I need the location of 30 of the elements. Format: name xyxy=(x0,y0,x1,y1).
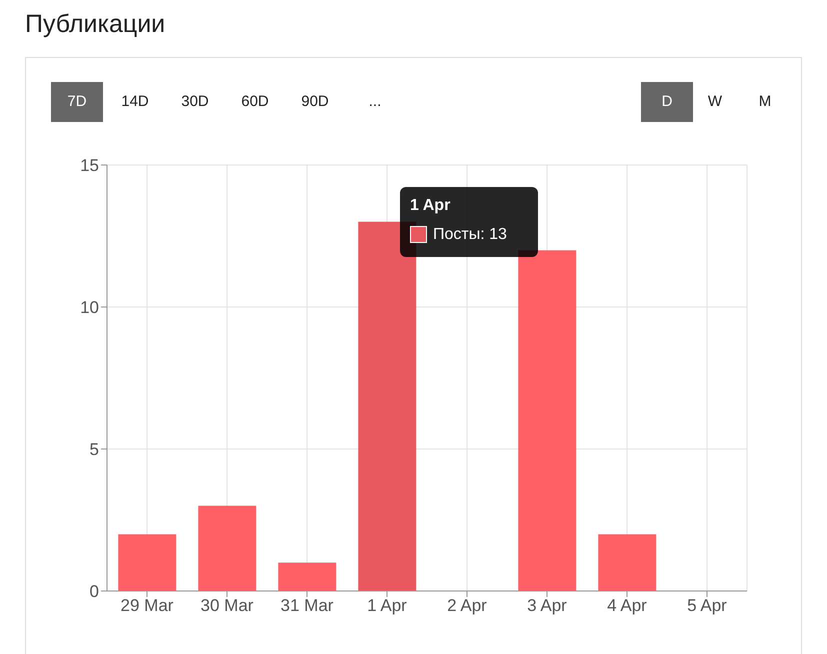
bar xyxy=(358,222,416,591)
toggle-button[interactable]: W xyxy=(691,82,739,122)
y-tick-label: 0 xyxy=(90,582,99,602)
x-tick-label: 2 Apr xyxy=(447,596,488,616)
toggle-button[interactable]: D xyxy=(641,82,693,122)
bar xyxy=(598,534,656,591)
x-tick-label: 5 Apr xyxy=(687,596,728,616)
bar xyxy=(278,562,336,591)
annotation: 1 Apr xyxy=(410,196,450,215)
annotation: Посты: 13 xyxy=(433,226,507,244)
y-tick-label: 15 xyxy=(80,156,99,176)
y-tick-label: 10 xyxy=(80,298,99,318)
toggle-button[interactable]: ... xyxy=(351,82,399,122)
y-tick-label: 5 xyxy=(90,440,99,460)
x-tick-label: 3 Apr xyxy=(527,596,568,616)
toggle-button[interactable]: 30D xyxy=(171,82,219,122)
toggle-button[interactable]: 90D xyxy=(291,82,339,122)
toggle-button[interactable]: 14D xyxy=(111,82,159,122)
toggle-button[interactable]: M xyxy=(741,82,789,122)
x-tick-label: 31 Mar xyxy=(280,596,334,616)
x-tick-label: 30 Mar xyxy=(200,596,254,616)
chart-title: Публикации xyxy=(25,10,166,39)
bar xyxy=(198,506,256,591)
bar xyxy=(518,250,576,591)
x-tick-label: 29 Mar xyxy=(120,596,174,616)
bar xyxy=(118,534,176,591)
toggle-button[interactable]: 60D xyxy=(231,82,279,122)
x-tick-label: 1 Apr xyxy=(367,596,408,616)
toggle-button[interactable]: 7D xyxy=(51,82,103,122)
x-tick-label: 4 Apr xyxy=(607,596,648,616)
